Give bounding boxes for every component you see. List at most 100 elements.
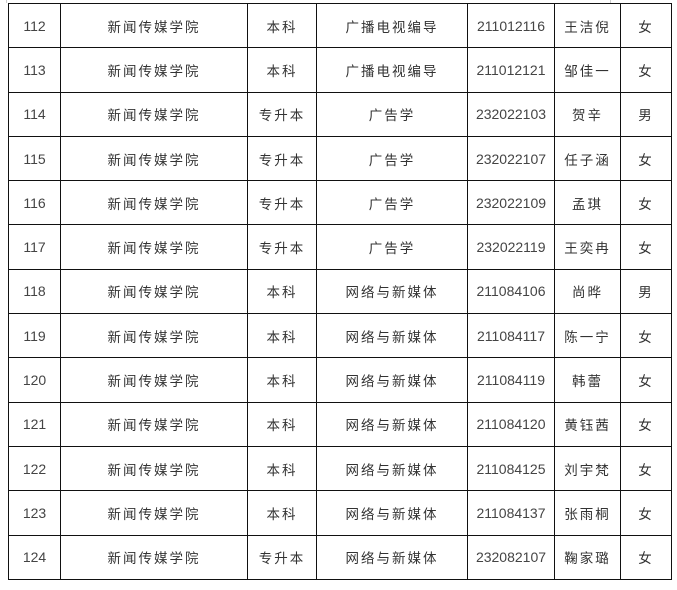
student-id-cell: 211084137 — [467, 490, 555, 536]
gender-cell: 女 — [620, 313, 672, 359]
level-cell: 本科 — [247, 357, 317, 403]
row-number: 117 — [8, 224, 61, 270]
row-number: 124 — [8, 534, 61, 580]
major-cell: 网络与新媒体 — [316, 401, 468, 447]
student-table: 112 新闻传媒学院 本科 广播电视编导 211012116 王洁倪女 113 新闻传媒学院本… — [8, 2, 672, 580]
row-number: 116 — [8, 180, 61, 226]
table-row: 119 新闻传媒学院 本科 网络与新媒体 211084117 陈一宁女 — [8, 313, 672, 359]
table-row: 115 新闻传媒学院 专升本 广告学 232022107 任子涵女 — [8, 135, 672, 182]
row-number: 122 — [8, 445, 61, 492]
row-number: 112 — [8, 2, 61, 49]
table-row: 112 新闻传媒学院 本科 广播电视编导 211012116 王洁倪女 — [8, 2, 672, 49]
college-cell: 新闻传媒学院 — [60, 135, 248, 182]
major-cell: 广告学 — [316, 91, 468, 137]
name-cell: 刘宇梵 — [554, 445, 621, 492]
major-cell: 网络与新媒体 — [316, 445, 468, 492]
gender-cell: 男 — [620, 268, 672, 315]
name-cell: 王奕冉 — [554, 224, 621, 270]
major-cell: 广告学 — [316, 224, 468, 270]
major-cell: 网络与新媒体 — [316, 268, 468, 315]
name-cell: 贺辛 — [554, 91, 621, 137]
level-cell: 本科 — [247, 313, 317, 359]
gender-cell: 女 — [620, 445, 672, 492]
college-cell: 新闻传媒学院 — [60, 445, 248, 492]
level-cell: 专升本 — [247, 224, 317, 270]
college-cell: 新闻传媒学院 — [60, 357, 248, 403]
student-id-cell: 232022109 — [467, 180, 555, 226]
major-cell: 广告学 — [316, 180, 468, 226]
row-number: 118 — [8, 268, 61, 315]
name-cell: 邹佳一 — [554, 47, 621, 93]
major-cell: 网络与新媒体 — [316, 313, 468, 359]
student-id-cell: 232022107 — [467, 135, 555, 182]
gender-cell: 女 — [620, 47, 672, 93]
level-cell: 本科 — [247, 490, 317, 536]
student-id-cell: 232022119 — [467, 224, 555, 270]
student-id-cell: 232022103 — [467, 91, 555, 137]
table-row: 117 新闻传媒学院 专升本 广告学 232022119 王奕冉女 — [8, 224, 672, 270]
gender-cell: 女 — [620, 135, 672, 182]
level-cell: 本科 — [247, 268, 317, 315]
level-cell: 本科 — [247, 2, 317, 49]
level-cell: 专升本 — [247, 91, 317, 137]
level-cell: 专升本 — [247, 180, 317, 226]
table-row: 113 新闻传媒学院 本科 广播电视编导 211012121 邹佳一女 — [8, 47, 672, 93]
row-number: 121 — [8, 401, 61, 447]
level-cell: 专升本 — [247, 534, 317, 580]
name-cell: 黄钰茜 — [554, 401, 621, 447]
student-id-cell: 211084120 — [467, 401, 555, 447]
college-cell: 新闻传媒学院 — [60, 91, 248, 137]
college-cell: 新闻传媒学院 — [60, 401, 248, 447]
level-cell: 本科 — [247, 445, 317, 492]
level-cell: 专升本 — [247, 135, 317, 182]
name-cell: 鞠家璐 — [554, 534, 621, 580]
name-cell: 陈一宁 — [554, 313, 621, 359]
level-cell: 本科 — [247, 401, 317, 447]
table-row: 116 新闻传媒学院 专升本 广告学 232022109 孟琪女 — [8, 180, 672, 226]
major-cell: 广播电视编导 — [316, 47, 468, 93]
gender-cell: 男 — [620, 91, 672, 137]
major-cell: 网络与新媒体 — [316, 534, 468, 580]
name-cell: 王洁倪 — [554, 2, 621, 49]
gender-cell: 女 — [620, 2, 672, 49]
name-cell: 张雨桐 — [554, 490, 621, 536]
student-id-cell: 211084117 — [467, 313, 555, 359]
gender-cell: 女 — [620, 490, 672, 536]
row-number: 114 — [8, 91, 61, 137]
student-id-cell: 211012116 — [467, 2, 555, 49]
gender-cell: 女 — [620, 357, 672, 403]
major-cell: 广告学 — [316, 135, 468, 182]
gender-cell: 女 — [620, 180, 672, 226]
table-row: 121 新闻传媒学院 本科 网络与新媒体 211084120 黄钰茜女 — [8, 401, 672, 447]
student-id-cell: 211084106 — [467, 268, 555, 315]
row-number: 123 — [8, 490, 61, 536]
college-cell: 新闻传媒学院 — [60, 313, 248, 359]
student-id-cell: 211084125 — [467, 445, 555, 492]
table-row: 122 新闻传媒学院 本科 网络与新媒体 211084125 刘宇梵女 — [8, 445, 672, 492]
college-cell: 新闻传媒学院 — [60, 534, 248, 580]
name-cell: 韩蕾 — [554, 357, 621, 403]
name-cell: 尚晔 — [554, 268, 621, 315]
gender-cell: 女 — [620, 534, 672, 580]
major-cell: 广播电视编导 — [316, 2, 468, 49]
table-row: 120 新闻传媒学院 本科 网络与新媒体 211084119 韩蕾女 — [8, 357, 672, 403]
table-row: 118 新闻传媒学院 本科 网络与新媒体 211084106 尚晔男 — [8, 268, 672, 315]
row-number: 120 — [8, 357, 61, 403]
name-cell: 任子涵 — [554, 135, 621, 182]
name-cell: 孟琪 — [554, 180, 621, 226]
row-number: 115 — [8, 135, 61, 182]
page-corner-mark — [0, 0, 7, 3]
table-row: 124 新闻传媒学院 专升本 网络与新媒体 232082107 鞠家璐女 — [8, 534, 672, 580]
major-cell: 网络与新媒体 — [316, 490, 468, 536]
college-cell: 新闻传媒学院 — [60, 47, 248, 93]
student-id-cell: 211084119 — [467, 357, 555, 403]
level-cell: 本科 — [247, 47, 317, 93]
college-cell: 新闻传媒学院 — [60, 180, 248, 226]
college-cell: 新闻传媒学院 — [60, 224, 248, 270]
gender-cell: 女 — [620, 224, 672, 270]
row-number: 119 — [8, 313, 61, 359]
college-cell: 新闻传媒学院 — [60, 2, 248, 49]
student-id-cell: 232082107 — [467, 534, 555, 580]
row-number: 113 — [8, 47, 61, 93]
college-cell: 新闻传媒学院 — [60, 490, 248, 536]
